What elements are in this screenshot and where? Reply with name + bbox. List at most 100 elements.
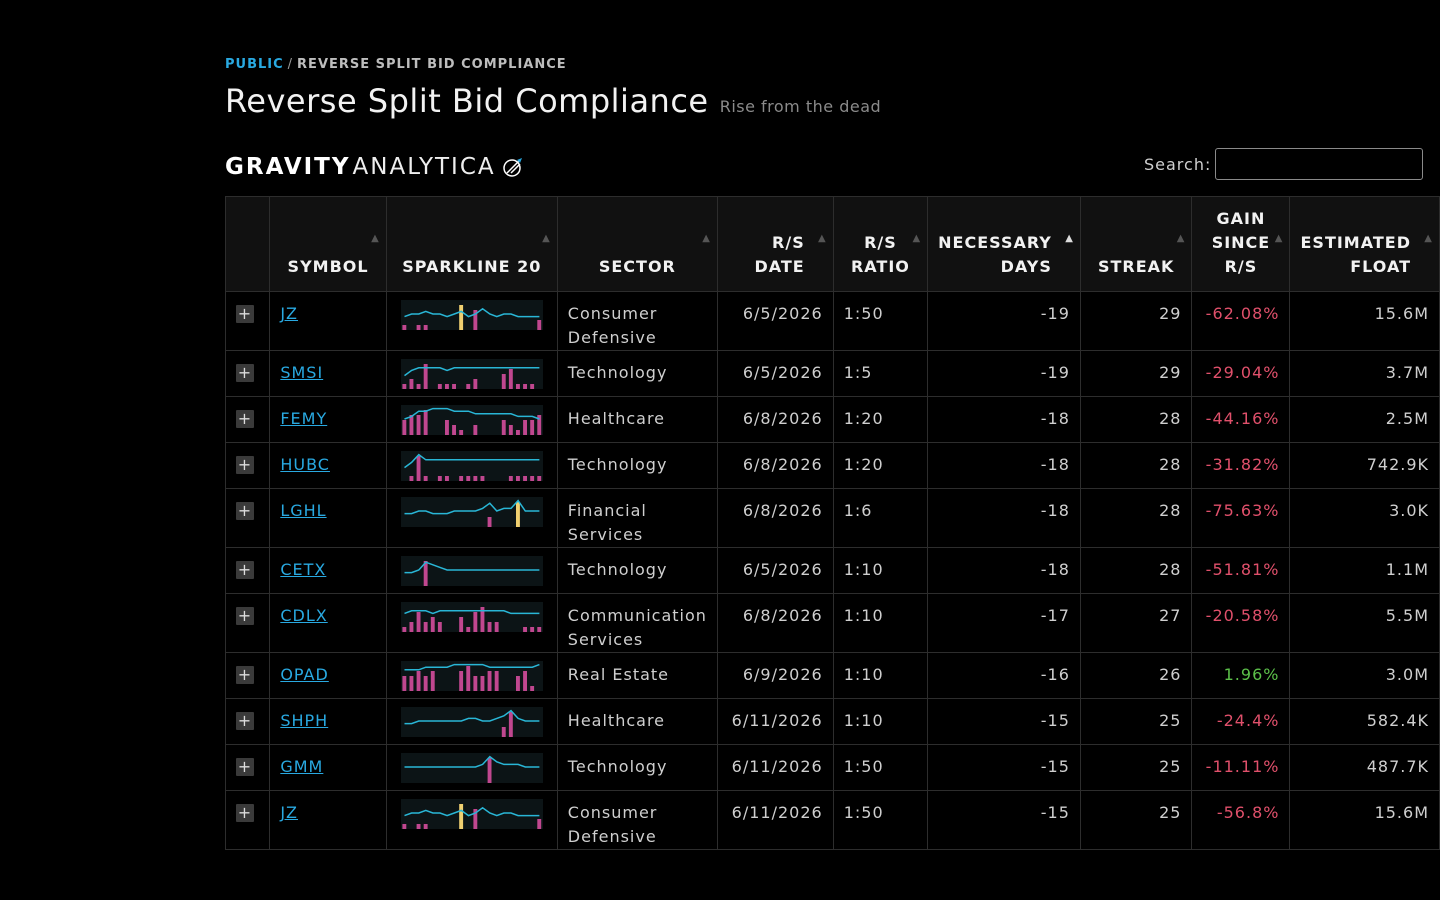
rs-date-cell: 6/8/2026 bbox=[716, 396, 834, 443]
sparkline-bar bbox=[409, 476, 414, 481]
sparkline-bar bbox=[423, 325, 428, 330]
sparkline-bar bbox=[522, 671, 527, 691]
float-cell: 15.6M bbox=[1289, 291, 1440, 351]
gain-cell: -44.16% bbox=[1191, 396, 1291, 443]
rs-ratio-cell: 1:50 bbox=[832, 291, 929, 351]
sort-asc-icon: ▲ bbox=[1065, 233, 1074, 244]
expand-plus-icon[interactable]: + bbox=[236, 665, 254, 684]
sparkline-bar bbox=[466, 384, 470, 389]
search-input[interactable] bbox=[1215, 148, 1424, 180]
sparkline-bar bbox=[480, 476, 485, 481]
sparkline-bar bbox=[416, 612, 421, 632]
sparkline-chart bbox=[400, 556, 543, 586]
gain-cell: -75.63% bbox=[1191, 488, 1291, 548]
necessary-days-cell: -15 bbox=[927, 698, 1081, 745]
sparkline-bar bbox=[515, 502, 520, 527]
expand-plus-icon[interactable]: + bbox=[236, 606, 254, 625]
sparkline-line bbox=[404, 499, 540, 515]
table-row: + GMM Technology 6/11/2026 1:50 -15 25 -11.11% 4… bbox=[224, 744, 1440, 791]
symbol-link[interactable]: SHPH bbox=[280, 711, 329, 730]
sparkline-chart bbox=[400, 451, 543, 481]
sparkline-background bbox=[400, 556, 543, 586]
search-area: Search: bbox=[1144, 148, 1424, 180]
streak-cell: 29 bbox=[1079, 350, 1193, 397]
symbol-link[interactable]: OPAD bbox=[280, 665, 329, 684]
rs-date-cell: 6/5/2026 bbox=[716, 547, 834, 594]
expand-plus-icon[interactable]: + bbox=[236, 501, 254, 520]
rs-ratio-cell: 1:10 bbox=[832, 652, 929, 699]
table-body: + JZ Consumer Defensive 6/5/2026 1:50 -19 29 -6… bbox=[224, 291, 1440, 850]
sparkline-bar bbox=[473, 809, 478, 829]
gain-cell: -11.11% bbox=[1191, 744, 1291, 791]
header-float[interactable]: ESTIMATED FLOAT ▲ bbox=[1289, 196, 1440, 292]
header-symbol[interactable]: SYMBOL ▲ bbox=[269, 196, 387, 292]
sort-arrows-icon: ▲ bbox=[371, 233, 380, 244]
sector-cell: Technology bbox=[556, 442, 718, 489]
sparkline-chart bbox=[400, 707, 543, 737]
header-sparkline[interactable]: SPARKLINE 20 ▲ bbox=[385, 196, 558, 292]
sparkline-bar bbox=[458, 617, 463, 632]
float-cell: 742.9K bbox=[1289, 442, 1440, 489]
table-row: + FEMY Healthcare 6/8/2026 1:20 -18 28 -44.16% 2… bbox=[224, 396, 1440, 443]
symbol-link[interactable]: CETX bbox=[280, 560, 327, 579]
sector-cell: Consumer Defensive bbox=[556, 790, 718, 850]
expand-plus-icon[interactable]: + bbox=[236, 363, 254, 382]
expand-plus-icon[interactable]: + bbox=[236, 803, 254, 822]
expand-plus-icon[interactable]: + bbox=[236, 304, 254, 323]
sparkline-bar bbox=[451, 384, 456, 389]
symbol-link[interactable]: GMM bbox=[280, 757, 324, 776]
sparkline-background bbox=[400, 405, 543, 435]
streak-cell: 28 bbox=[1079, 396, 1193, 443]
sparkline-line bbox=[404, 755, 540, 768]
breadcrumb-separator: / bbox=[287, 57, 294, 72]
sparkline-cell bbox=[385, 790, 558, 850]
symbol-link[interactable]: SMSI bbox=[280, 363, 324, 382]
sparkline-background bbox=[400, 451, 543, 481]
expand-plus-icon[interactable]: + bbox=[236, 757, 254, 776]
rs-ratio-cell: 1:6 bbox=[832, 488, 929, 548]
header-gain[interactable]: GAIN SINCE R/S ▲ bbox=[1191, 196, 1291, 292]
sparkline-background bbox=[400, 602, 543, 632]
symbol-cell: CETX bbox=[269, 547, 387, 594]
logo-text-bold: GRAVITY bbox=[225, 154, 351, 180]
gain-cell: -56.8% bbox=[1191, 790, 1291, 850]
expand-cell: + bbox=[224, 652, 271, 699]
necessary-days-cell: -17 bbox=[927, 593, 1081, 653]
float-cell: 1.1M bbox=[1289, 547, 1440, 594]
necessary-days-cell: -15 bbox=[927, 744, 1081, 791]
expand-plus-icon[interactable]: + bbox=[236, 455, 254, 474]
symbol-link[interactable]: HUBC bbox=[280, 455, 330, 474]
header-necessary-days[interactable]: NECESSARY DAYS ▲ bbox=[927, 196, 1081, 292]
gravity-analytica-logo: GRAVITY ANALYTICA bbox=[225, 152, 524, 182]
expand-plus-icon[interactable]: + bbox=[236, 711, 254, 730]
float-cell: 2.5M bbox=[1289, 396, 1440, 443]
expand-plus-icon[interactable]: + bbox=[236, 409, 254, 428]
sparkline-cell bbox=[385, 488, 558, 548]
expand-plus-icon[interactable]: + bbox=[236, 560, 254, 579]
symbol-link[interactable]: JZ bbox=[280, 803, 299, 822]
sparkline-bar bbox=[473, 425, 478, 435]
sector-cell: Technology bbox=[556, 547, 718, 594]
sort-arrows-icon: ▲ bbox=[1274, 233, 1284, 244]
sparkline-bar bbox=[423, 476, 428, 481]
breadcrumb-public-link[interactable]: PUBLIC bbox=[225, 57, 284, 72]
sparkline-bar bbox=[473, 476, 478, 481]
sparkline-bar bbox=[423, 561, 428, 586]
sort-arrows-icon: ▲ bbox=[1424, 233, 1433, 244]
page-subtitle: Rise from the dead bbox=[719, 97, 882, 116]
search-label: Search: bbox=[1144, 154, 1212, 174]
header-rs-date[interactable]: R/S DATE ▲ bbox=[716, 196, 834, 292]
rs-ratio-cell: 1:5 bbox=[832, 350, 929, 397]
symbol-link[interactable]: CDLX bbox=[280, 606, 328, 625]
sparkline-bar bbox=[529, 627, 534, 632]
symbol-link[interactable]: FEMY bbox=[280, 409, 328, 428]
sparkline-bar bbox=[529, 384, 534, 389]
streak-cell: 27 bbox=[1079, 593, 1193, 653]
header-sector[interactable]: SECTOR ▲ bbox=[556, 196, 718, 292]
sparkline-bar bbox=[409, 622, 414, 632]
header-streak[interactable]: STREAK ▲ bbox=[1079, 196, 1193, 292]
symbol-link[interactable]: JZ bbox=[280, 304, 299, 323]
symbol-link[interactable]: LGHL bbox=[280, 501, 327, 520]
streak-cell: 29 bbox=[1079, 291, 1193, 351]
header-rs-ratio[interactable]: R/S RATIO ▲ bbox=[832, 196, 929, 292]
